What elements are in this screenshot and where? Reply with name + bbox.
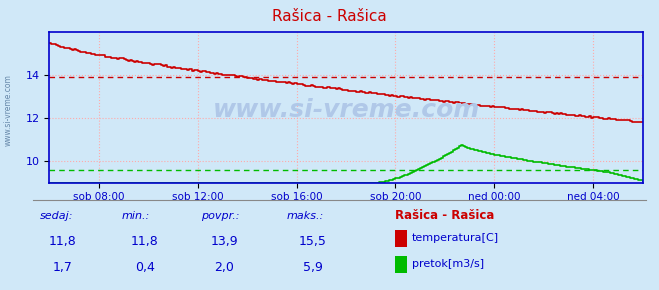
Text: www.si-vreme.com: www.si-vreme.com [212, 98, 480, 122]
Text: min.:: min.: [122, 211, 150, 221]
Text: temperatura[C]: temperatura[C] [412, 233, 499, 243]
Text: maks.:: maks.: [287, 211, 324, 221]
Text: 1,7: 1,7 [53, 261, 72, 274]
Text: povpr.:: povpr.: [201, 211, 239, 221]
Text: Rašica - Rašica: Rašica - Rašica [272, 9, 387, 24]
Text: www.si-vreme.com: www.si-vreme.com [4, 74, 13, 146]
Text: 13,9: 13,9 [210, 235, 238, 248]
Text: 11,8: 11,8 [49, 235, 76, 248]
Text: Rašica - Rašica: Rašica - Rašica [395, 209, 495, 222]
Text: 0,4: 0,4 [135, 261, 155, 274]
Text: 2,0: 2,0 [214, 261, 234, 274]
Text: 15,5: 15,5 [299, 235, 327, 248]
Text: 5,9: 5,9 [303, 261, 323, 274]
Text: 11,8: 11,8 [131, 235, 159, 248]
Text: sedaj:: sedaj: [40, 211, 73, 221]
Text: pretok[m3/s]: pretok[m3/s] [412, 259, 484, 269]
